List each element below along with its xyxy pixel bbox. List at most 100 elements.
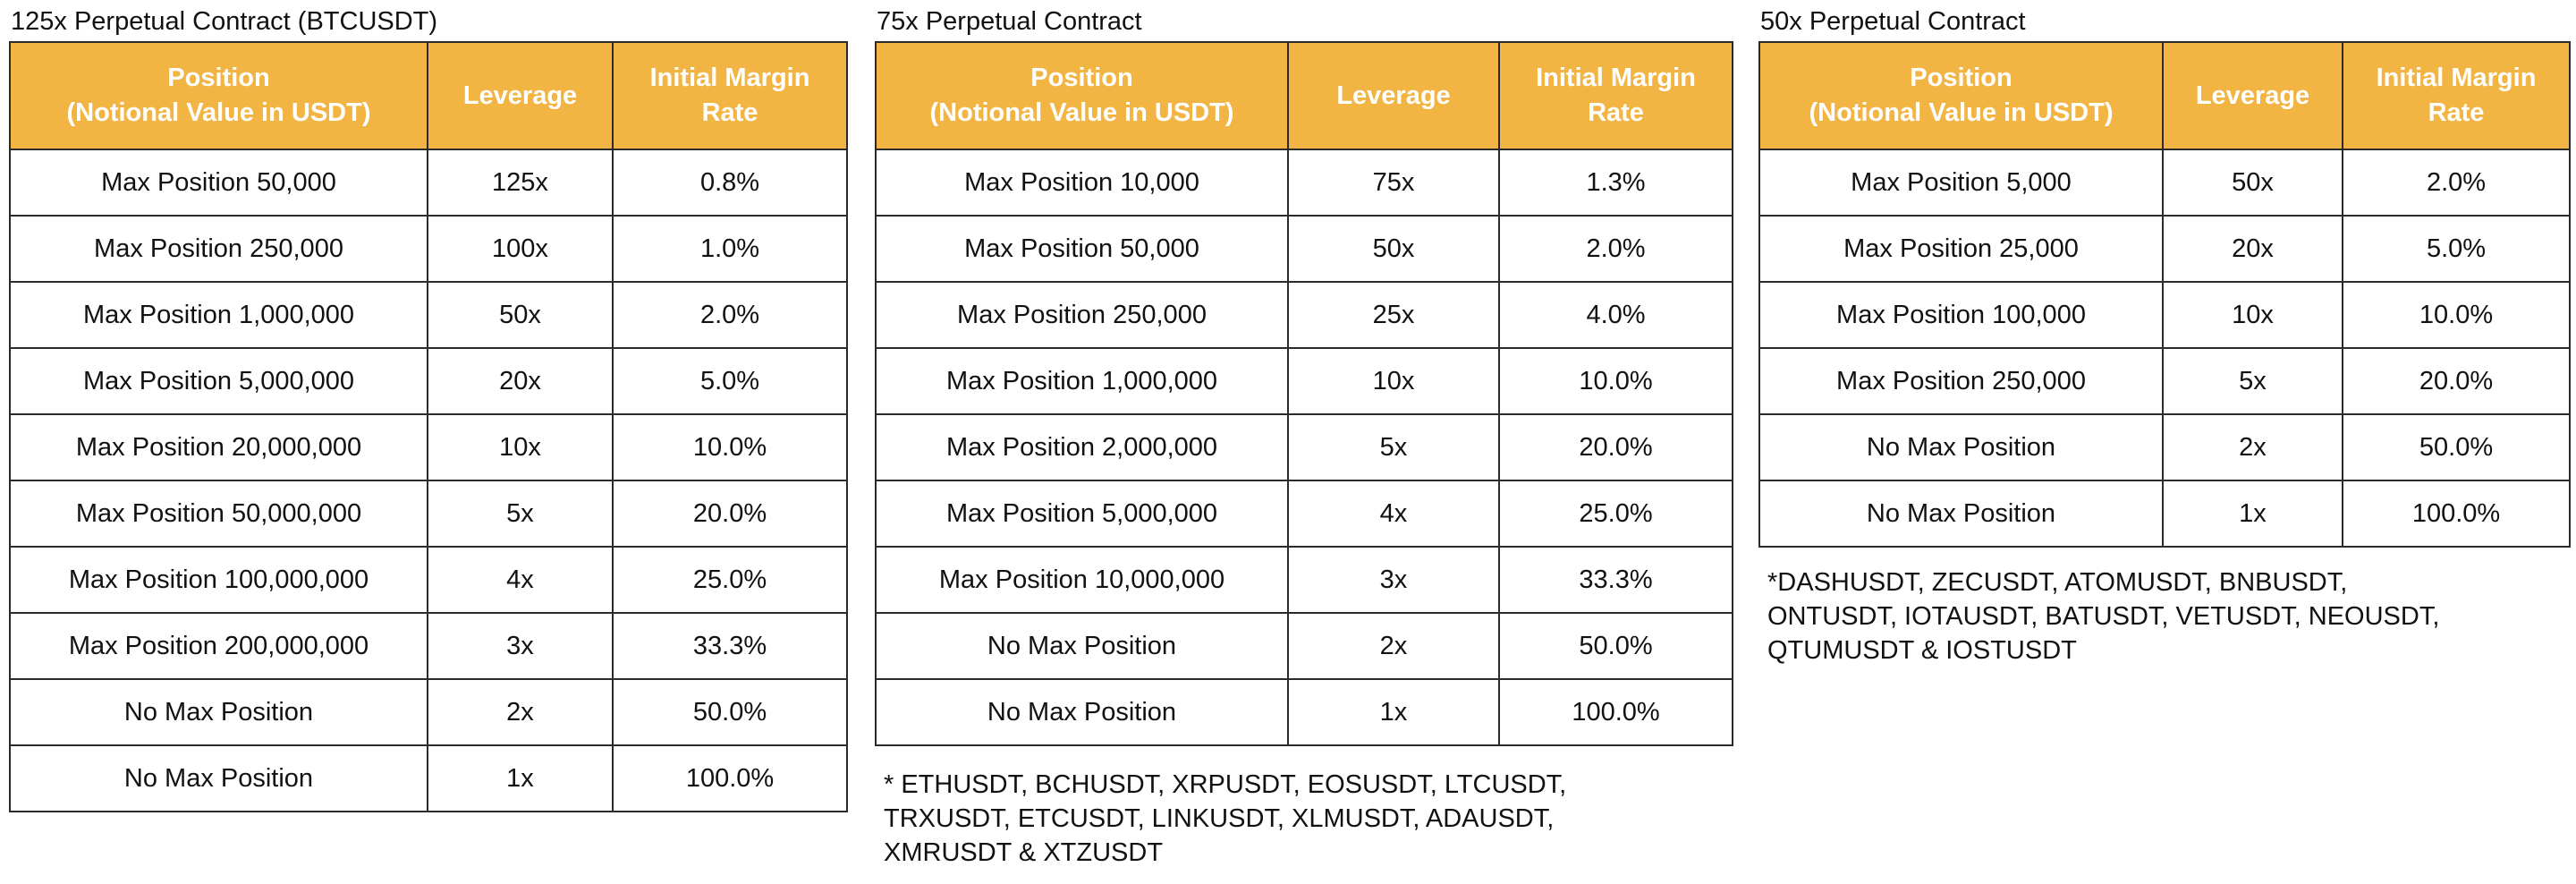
table-row: No Max Position 2x 50.0% [1758,413,2571,481]
footnote-line: TRXUSDT, ETCUSDT, LINKUSDT, XLMUSDT, ADA… [884,804,1555,833]
table-row: Max Position 50,000,000 5x 20.0% [9,480,848,548]
table-row: Max Position 1,000,000 10x 10.0% [875,347,1733,415]
margin-rate-cell: 10.0% [612,413,848,481]
margin-rate-cell: 20.0% [1498,413,1733,481]
leverage-cell: 20x [427,347,614,415]
table-row: Max Position 100,000,000 4x 25.0% [9,546,848,614]
table-header-row: Position (Notional Value in USDT) Levera… [875,41,1733,150]
position-cell: Max Position 2,000,000 [875,413,1289,481]
header-margin-line2: Rate [2428,98,2485,127]
leverage-cell: 3x [1287,546,1500,614]
header-position-line2: (Notional Value in USDT) [66,98,371,127]
position-cell: Max Position 1,000,000 [9,281,428,349]
position-cell: Max Position 20,000,000 [9,413,428,481]
table-row: Max Position 10,000,000 3x 33.3% [875,546,1733,614]
position-cell: Max Position 100,000,000 [9,546,428,614]
table-row: Max Position 20,000,000 10x 10.0% [9,413,848,481]
table-row: Max Position 5,000,000 20x 5.0% [9,347,848,415]
margin-rate-cell: 100.0% [1498,678,1733,746]
position-cell: Max Position 250,000 [9,215,428,283]
position-cell: Max Position 50,000,000 [9,480,428,548]
position-cell: Max Position 50,000 [9,149,428,217]
table-row: No Max Position 1x 100.0% [1758,480,2571,548]
panel-title: 75x Perpetual Contract [877,7,1142,36]
margin-rate-cell: 1.0% [612,215,848,283]
table-row: Max Position 50,000 50x 2.0% [875,215,1733,283]
leverage-cell: 5x [1287,413,1500,481]
table-row: Max Position 250,000 25x 4.0% [875,281,1733,349]
leverage-cell: 10x [1287,347,1500,415]
leverage-cell: 50x [1287,215,1500,283]
table-row: No Max Position 2x 50.0% [875,612,1733,680]
header-margin-line2: Rate [1588,98,1644,127]
leverage-cell: 3x [427,612,614,680]
table-row: Max Position 250,000 100x 1.0% [9,215,848,283]
header-position-line2: (Notional Value in USDT) [929,98,1234,127]
position-cell: Max Position 10,000 [875,149,1289,217]
leverage-cell: 25x [1287,281,1500,349]
position-cell: Max Position 5,000,000 [9,347,428,415]
position-cell: Max Position 50,000 [875,215,1289,283]
table-body: Max Position 50,000 125x 0.8% Max Position … [9,149,848,812]
table-row: Max Position 50,000 125x 0.8% [9,149,848,217]
margin-rate-cell: 5.0% [2342,215,2571,283]
leverage-cell: 5x [2162,347,2343,415]
table-row: Max Position 25,000 20x 5.0% [1758,215,2571,283]
table-row: No Max Position 1x 100.0% [875,678,1733,746]
header-leverage: Leverage [2162,41,2343,150]
leverage-cell: 10x [427,413,614,481]
margin-rate-cell: 0.8% [612,149,848,217]
margin-rate-cell: 50.0% [1498,612,1733,680]
position-cell: Max Position 100,000 [1758,281,2164,349]
header-position: Position (Notional Value in USDT) [9,41,428,150]
header-position-line1: Position [167,64,270,92]
leverage-cell: 2x [2162,413,2343,481]
panel-title: 125x Perpetual Contract (BTCUSDT) [11,7,438,36]
margin-rate-cell: 100.0% [612,744,848,812]
header-margin-line1: Initial Margin [649,64,810,92]
margin-rate-cell: 4.0% [1498,281,1733,349]
position-cell: Max Position 200,000,000 [9,612,428,680]
position-cell: Max Position 25,000 [1758,215,2164,283]
header-leverage: Leverage [1287,41,1500,150]
margin-tier-table: Position (Notional Value in USDT) Levera… [875,41,1733,746]
header-position-line1: Position [1910,64,2012,92]
table-row: Max Position 5,000,000 4x 25.0% [875,480,1733,548]
table-row: No Max Position 1x 100.0% [9,744,848,812]
margin-rate-cell: 2.0% [1498,215,1733,283]
header-position: Position (Notional Value in USDT) [1758,41,2164,150]
position-cell: No Max Position [1758,413,2164,481]
leverage-cell: 2x [427,678,614,746]
footnote-line: * ETHUSDT, BCHUSDT, XRPUSDT, EOSUSDT, LT… [884,770,1567,799]
table-body: Max Position 10,000 75x 1.3% Max Position 5… [875,149,1733,746]
margin-rate-cell: 50.0% [612,678,848,746]
header-initial-margin-rate: Initial Margin Rate [1498,41,1733,150]
margin-rate-cell: 33.3% [1498,546,1733,614]
leverage-cell: 10x [2162,281,2343,349]
position-cell: Max Position 10,000,000 [875,546,1289,614]
position-cell: No Max Position [1758,480,2164,548]
table-row: Max Position 5,000 50x 2.0% [1758,149,2571,217]
margin-rate-cell: 2.0% [612,281,848,349]
table-row: Max Position 250,000 5x 20.0% [1758,347,2571,415]
header-position-line2: (Notional Value in USDT) [1809,98,2114,127]
leverage-cell: 50x [2162,149,2343,217]
table-body: Max Position 5,000 50x 2.0% Max Position 25… [1758,149,2571,548]
header-margin-line2: Rate [701,98,758,127]
margin-rate-cell: 33.3% [612,612,848,680]
table-header-row: Position (Notional Value in USDT) Levera… [9,41,848,150]
table-row: Max Position 2,000,000 5x 20.0% [875,413,1733,481]
header-initial-margin-rate: Initial Margin Rate [2342,41,2571,150]
leverage-cell: 1x [1287,678,1500,746]
leverage-cell: 75x [1287,149,1500,217]
margin-rate-cell: 2.0% [2342,149,2571,217]
leverage-cell: 1x [2162,480,2343,548]
margin-rate-cell: 50.0% [2342,413,2571,481]
table-row: Max Position 1,000,000 50x 2.0% [9,281,848,349]
leverage-cell: 20x [2162,215,2343,283]
leverage-cell: 125x [427,149,614,217]
footnote-line: ONTUSDT, IOTAUSDT, BATUSDT, VETUSDT, NEO… [1767,602,2440,631]
margin-rate-cell: 20.0% [2342,347,2571,415]
position-cell: No Max Position [9,744,428,812]
position-cell: Max Position 5,000 [1758,149,2164,217]
